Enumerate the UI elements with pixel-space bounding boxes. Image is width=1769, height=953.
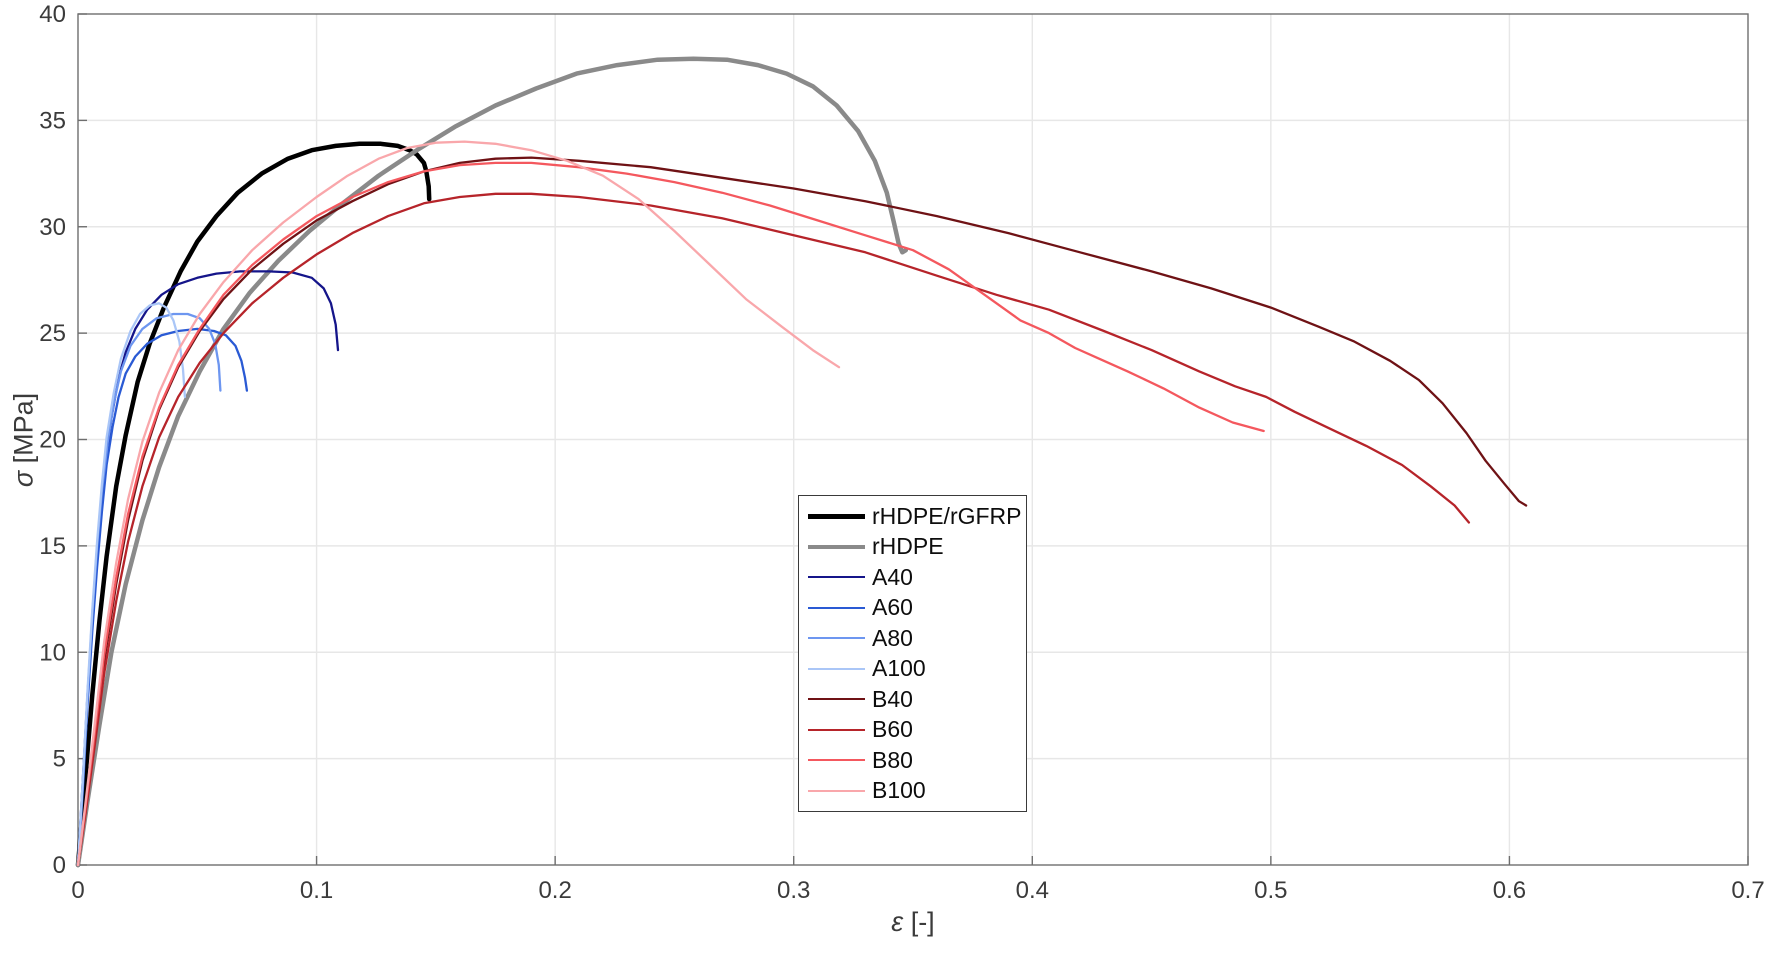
legend-row: A60	[808, 596, 1024, 619]
y-axis-label: σ [MPa]	[9, 393, 40, 487]
x-tick-label: 0.5	[1254, 877, 1287, 904]
legend-label: B100	[872, 777, 926, 804]
series-line-B80	[76, 161, 1265, 867]
legend-line-swatch	[808, 576, 865, 579]
legend-line-swatch	[808, 759, 865, 762]
legend-label: rHDPE/rGFRP	[872, 502, 1022, 529]
legend-line-swatch	[808, 667, 865, 670]
x-tick-label: 0	[71, 877, 84, 904]
y-tick-label: 40	[39, 1, 66, 28]
legend-row: rHDPE/rGFRP	[808, 502, 1024, 529]
y-tick-label: 0	[53, 852, 66, 879]
legend-label: B60	[872, 716, 913, 743]
y-tick-label: 10	[39, 639, 66, 666]
x-axis-symbol: ε	[891, 907, 904, 937]
legend-label: B40	[872, 685, 913, 712]
legend-row: B60	[808, 718, 1024, 741]
x-tick-label: 0.1	[300, 877, 333, 904]
legend-line-swatch	[808, 514, 865, 519]
y-tick-label: 15	[39, 533, 66, 560]
legend-row: B40	[808, 685, 1024, 712]
y-axis-symbol: σ	[8, 470, 39, 488]
legend-row: A80	[808, 624, 1024, 651]
x-axis-label: ε [-]	[78, 907, 1748, 938]
legend-label: A60	[872, 594, 913, 621]
legend-row: B80	[808, 746, 1024, 773]
legend-line-swatch	[808, 544, 865, 549]
legend-label: rHDPE	[872, 533, 944, 560]
x-tick-label: 0.3	[777, 877, 810, 904]
legend-label: A80	[872, 624, 913, 651]
y-tick-label: 35	[39, 107, 66, 134]
legend-label: A40	[872, 563, 913, 590]
legend-label: A100	[872, 655, 926, 682]
legend-line-swatch	[808, 789, 865, 792]
x-axis-unit: [-]	[910, 907, 935, 937]
legend-line-swatch	[808, 637, 865, 640]
legend-line-swatch	[808, 728, 865, 731]
series-line-A100	[76, 302, 187, 867]
legend-row: rHDPE	[808, 535, 1024, 558]
y-tick-label: 5	[53, 746, 66, 773]
x-tick-label: 0.6	[1493, 877, 1526, 904]
y-tick-label: 25	[39, 320, 66, 347]
y-tick-label: 20	[39, 427, 66, 454]
legend-line-swatch	[808, 606, 865, 609]
series-line-A60	[76, 327, 249, 867]
y-axis-unit: [MPa]	[8, 392, 39, 464]
legend-row: A100	[808, 657, 1024, 680]
y-tick-label: 30	[39, 214, 66, 241]
legend-row: A40	[808, 563, 1024, 590]
series-line-B100	[76, 140, 841, 867]
x-tick-label: 0.7	[1731, 877, 1764, 904]
series-line-A80	[76, 312, 222, 867]
series-line-rHDPE	[75, 56, 909, 868]
legend-label: B80	[872, 746, 913, 773]
x-tick-label: 0.2	[538, 877, 571, 904]
legend-line-swatch	[808, 698, 865, 701]
legend-row: B100	[808, 779, 1024, 802]
legend: rHDPE/rGFRP rHDPE A40 A60 A80 A100 B40 B60 B80 B1…	[798, 495, 1027, 812]
x-tick-label: 0.4	[1016, 877, 1049, 904]
series-line-B60	[76, 192, 1471, 867]
